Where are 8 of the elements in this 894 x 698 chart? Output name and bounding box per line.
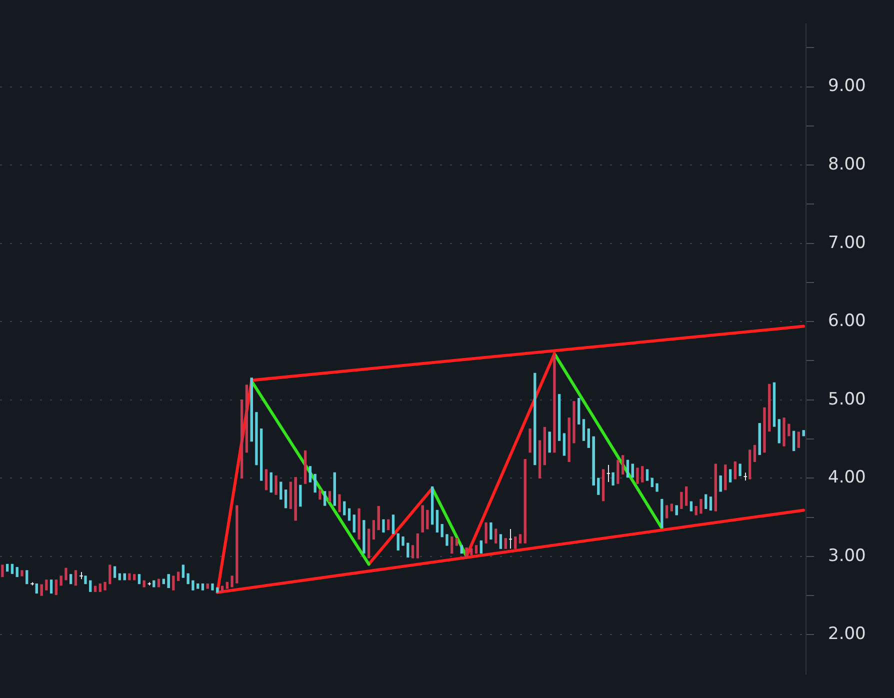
y-tick-label: 9.00 (828, 76, 866, 96)
y-tick-label: 6.00 (828, 311, 866, 332)
y-tick-label: 2.00 (828, 624, 866, 644)
y-tick-label: 5.00 (828, 389, 866, 410)
y-tick-label: 7.00 (828, 232, 866, 253)
y-tick-label: 3.00 (828, 546, 866, 566)
y-tick-label: 4.00 (828, 468, 866, 488)
y-tick-label: 8.00 (828, 154, 866, 174)
